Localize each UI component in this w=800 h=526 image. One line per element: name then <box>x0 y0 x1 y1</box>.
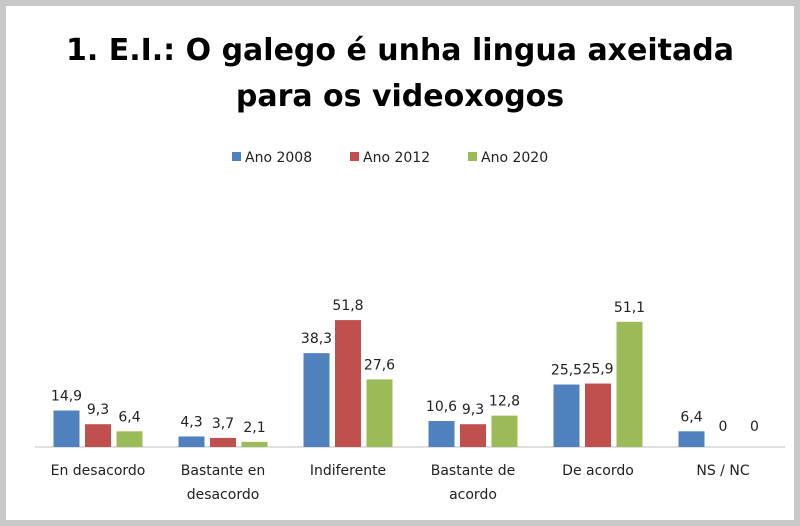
data-label: 3,7 <box>212 416 234 432</box>
data-label: 51,1 <box>614 300 645 316</box>
data-label: 2,1 <box>243 420 265 436</box>
bar <box>53 410 80 447</box>
x-tick-label: Indiferente <box>309 463 387 479</box>
bar <box>553 384 580 447</box>
legend-swatch <box>232 152 241 161</box>
bar <box>241 441 268 447</box>
data-label: 0 <box>719 419 728 435</box>
bar <box>210 437 236 447</box>
bar <box>366 379 393 447</box>
bar <box>585 383 611 447</box>
chart-title: 1. E.I.: O galego é unha lingua axeitada… <box>66 33 734 114</box>
bar <box>335 320 361 447</box>
bar <box>460 424 486 447</box>
legend-swatch <box>468 152 477 161</box>
legend-label: Ano 2020 <box>481 150 548 166</box>
bar <box>428 421 455 447</box>
data-label: 25,5 <box>551 363 582 379</box>
x-tick-label: En desacordo <box>50 463 146 479</box>
x-tick-label: Bastante en desacordo <box>180 463 266 503</box>
data-label: 6,4 <box>118 409 140 425</box>
data-label: 51,8 <box>332 298 363 314</box>
bar <box>116 431 143 447</box>
legend-label: Ano 2008 <box>245 150 312 166</box>
bar <box>678 431 705 447</box>
data-label: 25,9 <box>582 362 613 378</box>
data-label: 14,9 <box>51 388 82 404</box>
x-tick-label: Bastante de acordo <box>430 463 516 503</box>
x-tick-label: NS / NC <box>696 463 750 479</box>
data-label: 10,6 <box>426 399 457 415</box>
x-tick-label: De acordo <box>562 463 634 479</box>
legend-swatch <box>350 152 359 161</box>
data-label: 9,3 <box>462 402 484 418</box>
data-label: 12,8 <box>489 394 520 410</box>
data-label: 9,3 <box>87 402 109 418</box>
data-label: 4,3 <box>180 414 202 430</box>
data-label: 6,4 <box>680 409 702 425</box>
legend-label: Ano 2012 <box>363 150 430 166</box>
data-label: 27,6 <box>364 357 395 373</box>
bar <box>178 436 205 447</box>
bar <box>85 424 111 447</box>
bar <box>616 321 643 447</box>
bar <box>491 415 518 447</box>
data-label: 38,3 <box>301 331 332 347</box>
data-label: 0 <box>750 419 759 435</box>
bar <box>303 353 330 447</box>
